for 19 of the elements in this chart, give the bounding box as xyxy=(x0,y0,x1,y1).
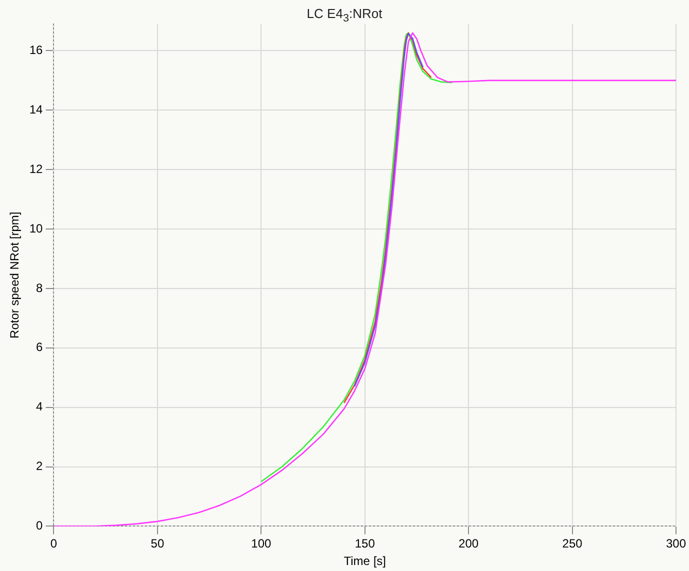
y-tick-label: 8 xyxy=(36,280,44,295)
y-tick-label: 4 xyxy=(36,400,44,414)
x-tick-label: 100 xyxy=(251,536,272,551)
y-tick-label: 14 xyxy=(29,102,44,116)
y-tick-label: 12 xyxy=(29,162,44,176)
x-tick-label: 150 xyxy=(354,536,376,551)
y-tick-label: 6 xyxy=(36,340,44,354)
x-tick-label: 50 xyxy=(150,536,164,551)
x-tick-label: 0 xyxy=(50,536,58,551)
x-tick-label: 200 xyxy=(458,536,479,551)
x-tick-label: 300 xyxy=(666,536,686,551)
x-axis-title: Time [s] xyxy=(344,554,386,568)
x-tick-label: 250 xyxy=(562,536,583,551)
y-tick-label: 0 xyxy=(36,518,44,533)
y-tick-label: 10 xyxy=(29,221,44,236)
y-tick-label: 2 xyxy=(36,459,44,474)
y-tick-label: 16 xyxy=(29,43,44,58)
y-axis-title: Rotor speed NRot [rpm] xyxy=(8,212,22,338)
chart-title: LC E4$_{3}$:NRot xyxy=(306,6,384,25)
